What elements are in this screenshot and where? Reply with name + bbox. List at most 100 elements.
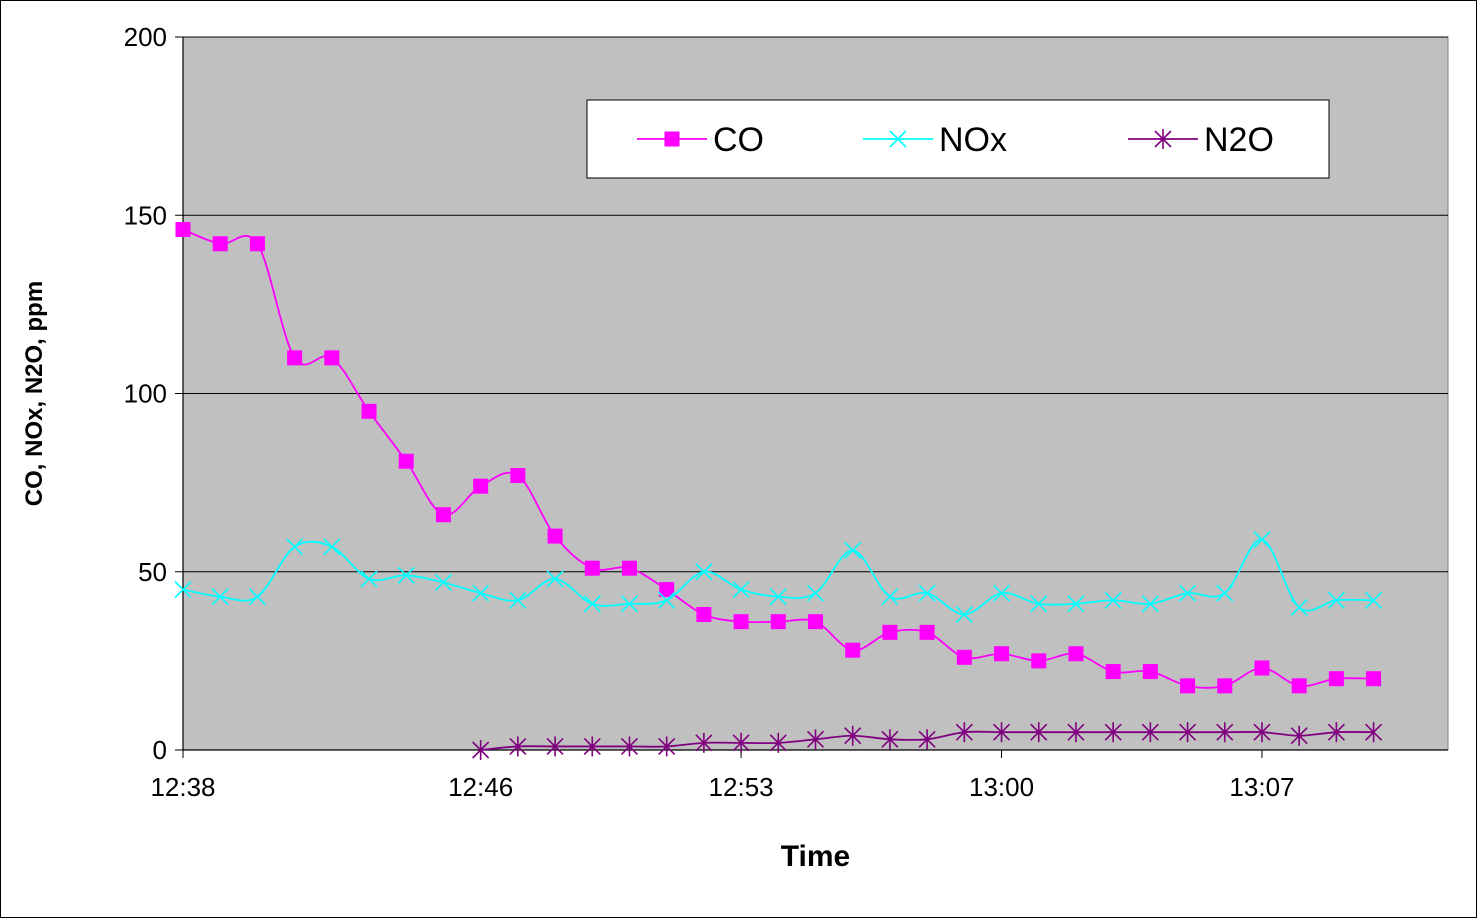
nox-point-stroke [1253, 531, 1271, 549]
co-point [659, 582, 675, 598]
nox-point-stroke [1141, 595, 1159, 613]
n2o-point [806, 729, 825, 750]
co-point [175, 222, 191, 238]
n2o-point [620, 736, 639, 757]
nox-point [1365, 591, 1383, 609]
n2o-point [1141, 722, 1159, 743]
x-axis-title: Time [781, 840, 850, 873]
nox-point-stroke [397, 566, 415, 584]
n2o-point [1067, 722, 1085, 743]
co-point [473, 478, 489, 494]
co-point [1142, 664, 1158, 680]
n2o-point [1216, 722, 1234, 743]
nox-point-stroke [248, 588, 266, 606]
n2o-point [509, 736, 527, 757]
co-point [584, 560, 600, 576]
nox-point [248, 588, 266, 606]
y-tick-label: 200 [124, 22, 167, 52]
n2o-point [1030, 722, 1048, 743]
nox-point-stroke [1067, 595, 1085, 613]
nox-point-stroke [1104, 591, 1122, 609]
co-point [1105, 664, 1121, 680]
x-tick-label: 13:00 [969, 772, 1034, 802]
n2o-point [844, 725, 862, 746]
nox-point-stroke [769, 588, 787, 606]
nox-point [174, 581, 192, 599]
nox-point-stroke [1327, 591, 1345, 609]
n2o-point [583, 736, 601, 757]
n2o-point [769, 732, 787, 753]
n2o-point [1178, 722, 1197, 743]
nox-point [1290, 598, 1308, 616]
legend-marker [889, 130, 907, 148]
legend-box [586, 99, 1330, 179]
n2o-point [992, 722, 1011, 743]
nox-point [434, 573, 453, 592]
n2o-point [1104, 722, 1122, 743]
legend-marker-stroke [889, 130, 907, 148]
legend: CO NOx N2O [586, 99, 1330, 179]
co-point [1366, 671, 1382, 687]
nox-point-stroke [174, 581, 192, 599]
co-point [808, 614, 823, 630]
co-point [1254, 660, 1270, 676]
nox-point [1141, 595, 1159, 613]
co-point [1180, 678, 1196, 694]
nox-point [955, 605, 973, 624]
co-point [882, 624, 898, 640]
series-n2o [472, 722, 1383, 760]
co-point [1217, 678, 1233, 694]
co-point [770, 614, 786, 630]
co-point [733, 614, 749, 630]
n2o-point [918, 729, 936, 750]
nox-point [397, 566, 415, 584]
nox-point-stroke [955, 605, 973, 624]
nox-point [620, 595, 639, 613]
legend-marker [1154, 129, 1172, 149]
co-point [398, 453, 414, 469]
nox-point-stroke [881, 588, 899, 606]
n2o-point [1365, 722, 1383, 743]
x-tick-label: 12:53 [709, 772, 774, 802]
nox-point-stroke [286, 538, 304, 556]
legend-label-nox: NOx [939, 121, 1007, 159]
nox-point-stroke [323, 538, 341, 556]
co-point [1291, 678, 1307, 694]
y-tick-label: 50 [138, 557, 167, 587]
legend-item-n2o: N2O [1128, 121, 1274, 159]
co-point [361, 403, 377, 419]
nox-point [1253, 531, 1271, 549]
co-point [547, 528, 563, 544]
co-point [994, 646, 1010, 662]
n2o-point [658, 736, 676, 757]
nox-point [992, 584, 1011, 602]
nox-point [211, 588, 229, 606]
y-axis-title: CO, NOx, N2O, ppm [21, 281, 48, 506]
n2o-point [472, 740, 490, 760]
nox-point-stroke [434, 573, 453, 592]
nox-point [881, 588, 899, 606]
nox-point [1067, 595, 1085, 613]
nox-point-stroke [1365, 591, 1383, 609]
nox-point-stroke [360, 570, 378, 588]
nox-point-stroke [658, 591, 676, 609]
legend-label-n2o: N2O [1204, 121, 1274, 159]
co-point [621, 560, 637, 576]
nox-point-stroke [806, 584, 825, 602]
co-point [510, 467, 526, 483]
n2o-point [546, 736, 564, 757]
nox-point [769, 588, 787, 606]
co-point [1068, 646, 1084, 662]
nox-point-stroke [1216, 584, 1234, 602]
nox-point-stroke [546, 570, 564, 588]
nox-point [1327, 591, 1345, 609]
co-point [249, 236, 265, 252]
nox-point [806, 584, 825, 602]
co-point [845, 642, 861, 658]
co-point [696, 607, 712, 623]
nox-point [286, 538, 304, 556]
nox-point [695, 563, 713, 581]
nox-point [1216, 584, 1234, 602]
co-point [956, 649, 972, 665]
